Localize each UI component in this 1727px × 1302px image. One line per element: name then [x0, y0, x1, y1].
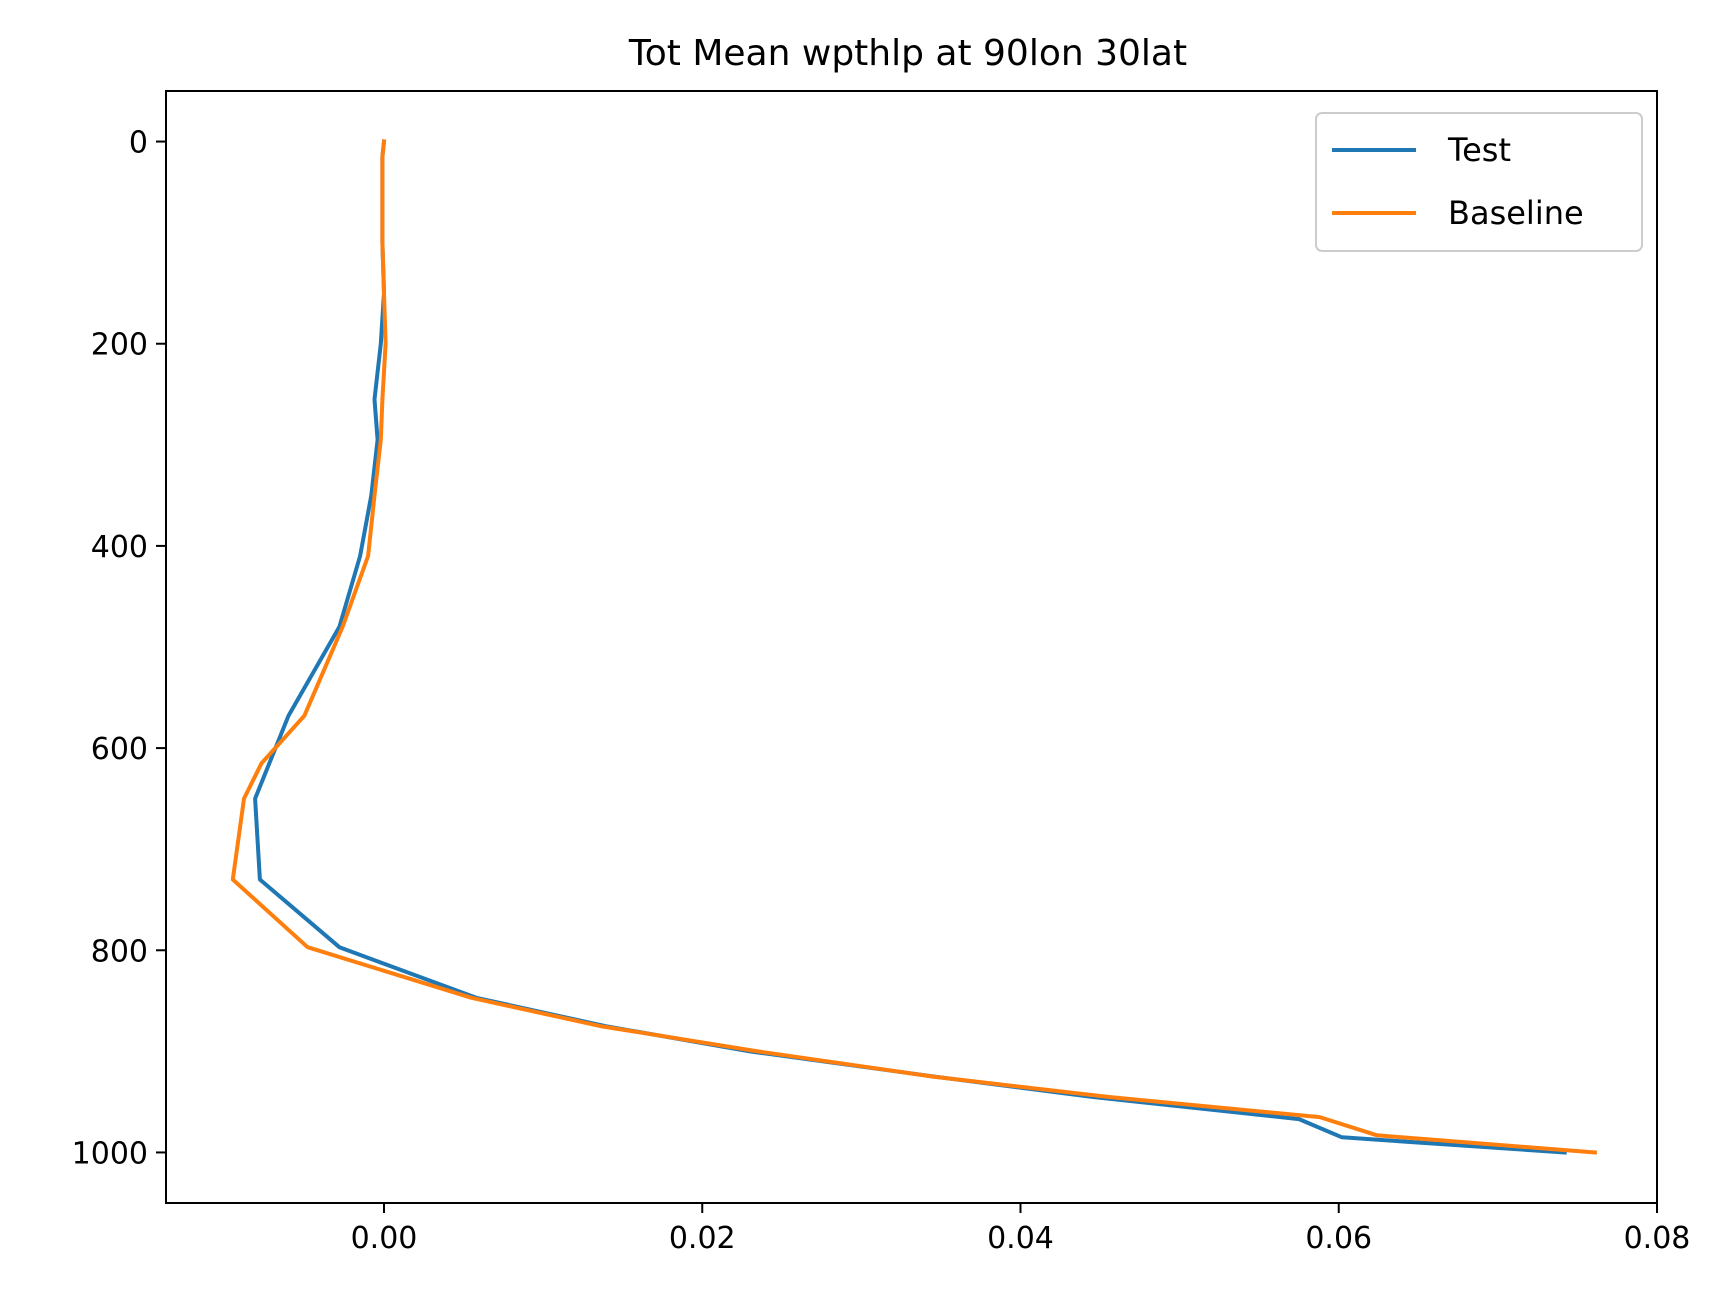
y-tick-label: 800: [91, 934, 148, 969]
chart-title: Tot Mean wpthlp at 90lon 30lat: [628, 33, 1187, 74]
x-tick-label: 0.06: [1305, 1221, 1372, 1256]
series-layer: [230, 139, 1598, 1155]
y-tick-label: 0: [129, 126, 148, 161]
x-tick-label: 0.02: [669, 1221, 736, 1256]
legend: Test Baseline: [1315, 112, 1643, 252]
x-tick-label: 0.00: [351, 1221, 418, 1256]
legend-box: [1315, 112, 1643, 252]
legend-label-test: Test: [1447, 131, 1511, 169]
x-axis: 0.00 0.02 0.04 0.06 0.08: [351, 1203, 1691, 1256]
y-tick-label: 400: [91, 530, 148, 565]
y-axis: 0 200 400 600 800 1000: [72, 126, 166, 1171]
plot-frame: [165, 90, 1658, 1204]
x-tick-label: 0.08: [1624, 1221, 1691, 1256]
y-tick-label: 600: [91, 732, 148, 767]
series-line-baseline: [230, 139, 1598, 1155]
y-tick-label: 200: [91, 328, 148, 363]
x-tick-label: 0.04: [987, 1221, 1054, 1256]
y-tick-label: 1000: [72, 1136, 148, 1171]
legend-label-baseline: Baseline: [1448, 194, 1584, 232]
